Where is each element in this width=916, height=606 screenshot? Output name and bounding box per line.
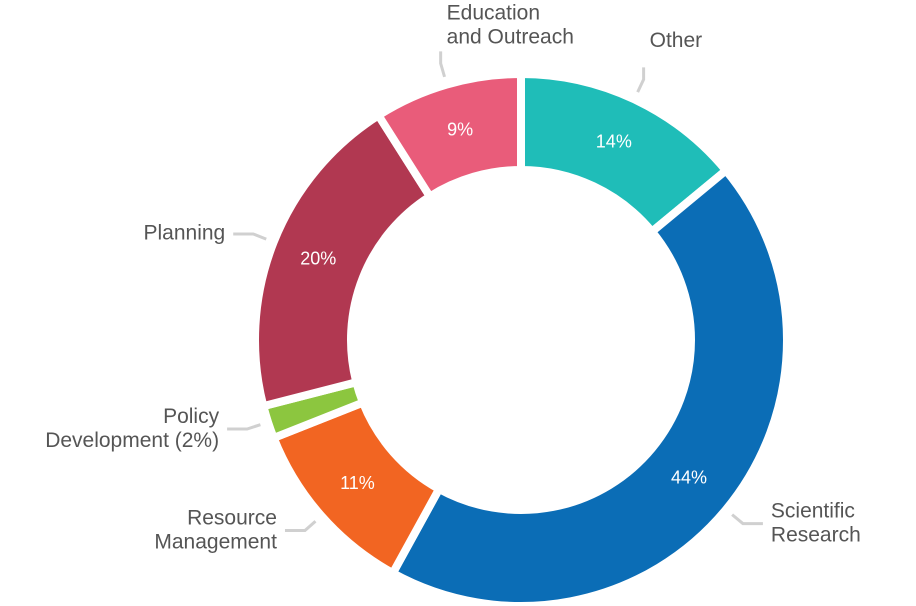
leader-line (636, 67, 646, 93)
leader-line (227, 423, 261, 431)
value-label: 44% (671, 468, 707, 488)
category-label: Scientific Research (771, 499, 861, 546)
donut-slice (387, 164, 791, 606)
value-label: 9% (447, 119, 473, 139)
category-label: Education and Outreach (447, 1, 574, 48)
leader-line (731, 513, 763, 526)
leader-line (439, 51, 446, 78)
leader-line (233, 232, 267, 241)
donut-slice (372, 69, 525, 202)
donut-slice (251, 109, 436, 412)
category-label: Planning (143, 222, 225, 245)
leader-line (284, 520, 317, 532)
category-label: Policy Development (2%) (45, 405, 219, 452)
value-label: 20% (300, 248, 336, 268)
value-label: 11% (340, 473, 375, 493)
category-label: Other (650, 29, 703, 52)
category-label: Resource Management (154, 506, 277, 553)
value-label: 14% (596, 131, 632, 151)
